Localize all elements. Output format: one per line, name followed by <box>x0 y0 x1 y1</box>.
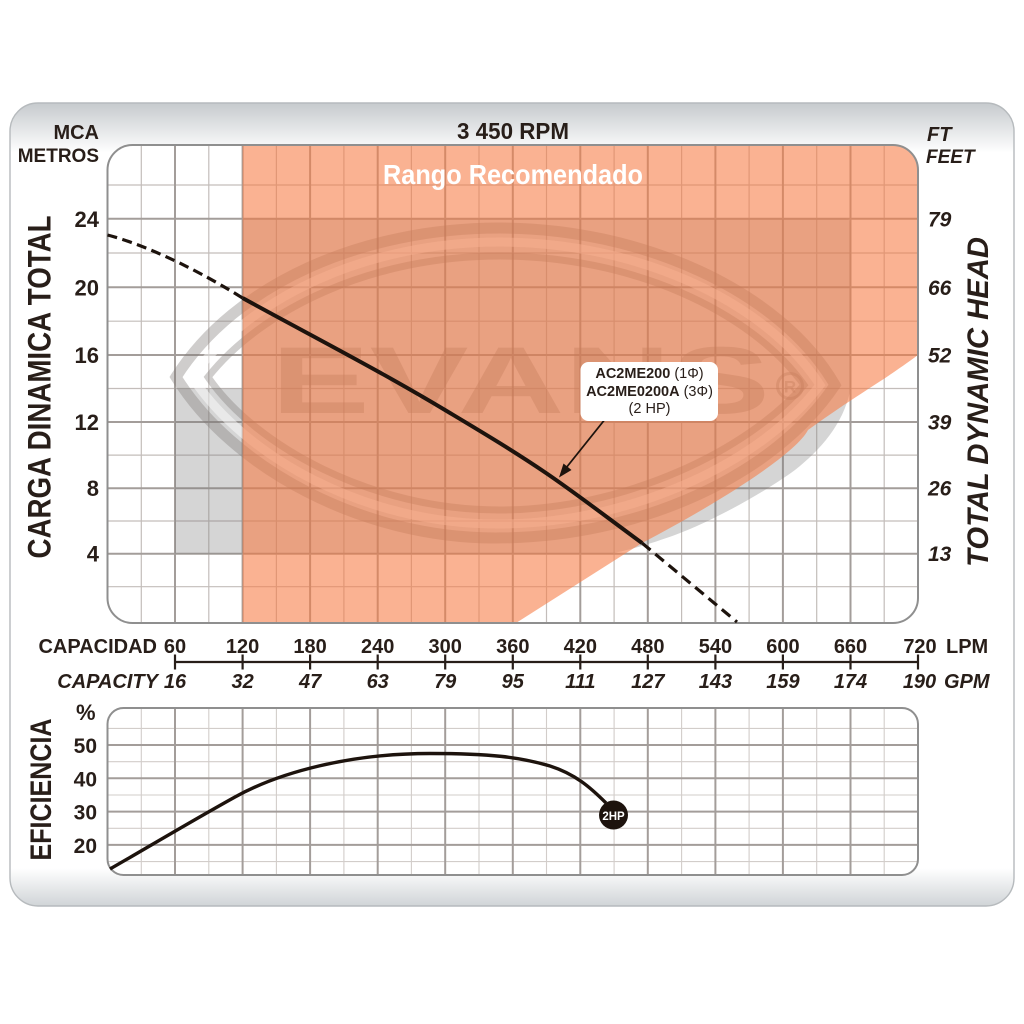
svg-text:159: 159 <box>766 671 800 693</box>
svg-text:174: 174 <box>834 671 867 693</box>
svg-text:AC2ME0200A (3Φ): AC2ME0200A (3Φ) <box>586 384 713 400</box>
svg-text:%: % <box>76 700 96 725</box>
svg-text:79: 79 <box>434 671 457 693</box>
svg-text:METROS: METROS <box>18 146 99 167</box>
svg-text:720: 720 <box>903 636 936 658</box>
svg-text:360: 360 <box>496 636 529 658</box>
svg-text:FEET: FEET <box>926 147 976 168</box>
svg-text:95: 95 <box>502 671 525 693</box>
svg-text:240: 240 <box>361 636 394 658</box>
svg-text:66: 66 <box>928 277 952 300</box>
svg-text:(2 HP): (2 HP) <box>629 401 671 417</box>
svg-text:MCA: MCA <box>53 122 99 144</box>
svg-text:16: 16 <box>75 343 99 368</box>
svg-text:20: 20 <box>74 835 97 858</box>
svg-text:16: 16 <box>164 671 187 693</box>
svg-text:190: 190 <box>903 671 936 693</box>
svg-text:63: 63 <box>367 671 389 693</box>
svg-text:79: 79 <box>928 208 952 231</box>
svg-text:Rango Recomendado: Rango Recomendado <box>383 159 643 190</box>
svg-text:32: 32 <box>231 671 253 693</box>
svg-text:30: 30 <box>74 802 97 825</box>
svg-text:TOTAL DYNAMIC HEAD: TOTAL DYNAMIC HEAD <box>962 237 995 567</box>
svg-text:4: 4 <box>87 542 100 567</box>
svg-text:39: 39 <box>928 412 952 435</box>
svg-text:CAPACITY: CAPACITY <box>57 671 159 693</box>
svg-text:AC2ME200 (1Φ): AC2ME200 (1Φ) <box>595 366 703 382</box>
svg-text:480: 480 <box>631 636 664 658</box>
svg-text:20: 20 <box>75 275 99 300</box>
svg-text:120: 120 <box>226 636 259 658</box>
svg-text:420: 420 <box>564 636 597 658</box>
svg-text:8: 8 <box>87 476 99 501</box>
svg-text:EFICIENCIA: EFICIENCIA <box>25 719 58 861</box>
svg-text:2HP: 2HP <box>602 811 625 823</box>
svg-text:127: 127 <box>631 671 665 693</box>
svg-text:13: 13 <box>928 543 952 566</box>
svg-text:24: 24 <box>75 207 100 232</box>
svg-text:FT: FT <box>927 124 953 146</box>
svg-text:GPM: GPM <box>944 671 991 693</box>
svg-text:26: 26 <box>927 478 952 501</box>
svg-text:3 450 RPM: 3 450 RPM <box>457 118 569 144</box>
svg-text:CAPACIDAD: CAPACIDAD <box>38 636 157 658</box>
svg-text:540: 540 <box>699 636 732 658</box>
svg-text:12: 12 <box>75 410 99 435</box>
svg-text:660: 660 <box>834 636 867 658</box>
svg-text:40: 40 <box>74 768 97 791</box>
svg-text:CARGA DINAMICA TOTAL: CARGA DINAMICA TOTAL <box>22 216 58 559</box>
svg-text:143: 143 <box>699 671 732 693</box>
svg-text:300: 300 <box>429 636 462 658</box>
svg-text:LPM: LPM <box>946 636 988 658</box>
svg-text:52: 52 <box>928 345 952 368</box>
svg-text:180: 180 <box>293 636 326 658</box>
svg-text:47: 47 <box>298 671 322 693</box>
svg-text:60: 60 <box>164 636 186 658</box>
svg-text:111: 111 <box>565 671 595 693</box>
svg-text:600: 600 <box>766 636 799 658</box>
svg-text:50: 50 <box>74 735 97 758</box>
